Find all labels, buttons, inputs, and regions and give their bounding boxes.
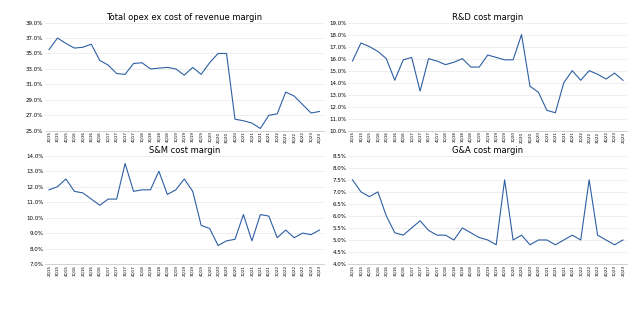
Title: R&D cost margin: R&D cost margin <box>452 13 524 22</box>
Title: G&A cost margin: G&A cost margin <box>452 146 524 155</box>
Title: S&M cost margin: S&M cost margin <box>148 146 220 155</box>
Title: Total opex ex cost of revenue margin: Total opex ex cost of revenue margin <box>106 13 262 22</box>
